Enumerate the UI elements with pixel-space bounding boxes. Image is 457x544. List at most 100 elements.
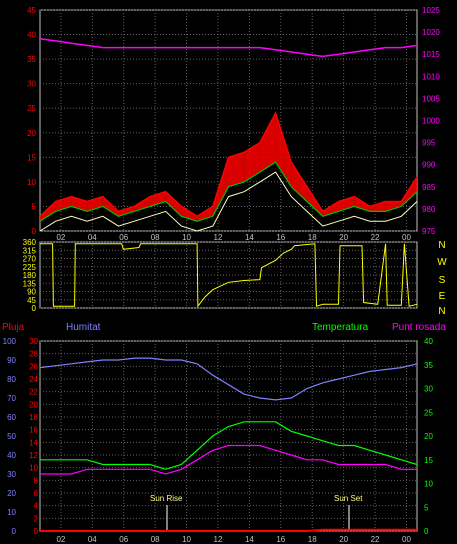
wind-direction-series <box>40 243 418 308</box>
pressure-tick-label: 985 <box>422 183 436 192</box>
rain-tick-label: 6 <box>34 489 39 498</box>
sunrise-label: Sun Rise <box>150 494 183 503</box>
humidity-temperature-series <box>39 357 418 532</box>
rain-tick-label: 12 <box>29 451 38 460</box>
gust-band <box>275 113 292 187</box>
rain-line <box>40 528 417 532</box>
temperature-tick-label: 30 <box>424 385 433 394</box>
rain-tick-label: 2 <box>34 514 39 523</box>
pressure-line <box>39 37 418 58</box>
x-tick-label: 10 <box>182 535 191 544</box>
gust-band <box>102 196 119 217</box>
pressure-tick-label: 995 <box>422 139 436 148</box>
x-tick-label: 04 <box>88 535 97 544</box>
humidity-tick-label: 90 <box>7 356 16 365</box>
gust-band <box>369 201 386 212</box>
pressure-tick-label: 1010 <box>422 72 440 81</box>
wind-direction-line <box>40 243 418 308</box>
direction-tick-label: 0 <box>32 304 37 313</box>
humidity-line <box>39 357 418 401</box>
temperature-tick-label: 35 <box>424 361 433 370</box>
gust-band <box>385 201 402 212</box>
x-tick-label: 04 <box>88 233 97 242</box>
pressure-tick-label: 980 <box>422 205 436 214</box>
gust-band <box>118 206 135 217</box>
x-tick-label: 06 <box>119 535 128 544</box>
x-tick-label: 10 <box>182 233 191 242</box>
x-tick-label: 16 <box>276 535 285 544</box>
direction-tick-label: 45 <box>27 296 36 305</box>
temperature-tick-label: 20 <box>424 432 433 441</box>
temperature-tick-label: 25 <box>424 408 433 417</box>
x-tick-label: 18 <box>308 535 317 544</box>
gust-band <box>212 157 229 217</box>
x-tick-label: 00 <box>402 233 411 242</box>
humidity-tick-label: 20 <box>7 489 16 498</box>
direction-tick-label: 270 <box>23 255 37 264</box>
gust-band <box>244 142 260 182</box>
temperature-tick-label: 5 <box>424 503 429 512</box>
temperature-tick-label: 10 <box>424 480 433 489</box>
x-tick-label: 12 <box>214 535 223 544</box>
compass-label: N <box>438 306 445 317</box>
wind-pressure-series <box>39 37 418 232</box>
rain-tick-label: 14 <box>29 438 38 447</box>
humidity-tick-label: 10 <box>7 508 16 517</box>
wind-direction-grid <box>40 241 417 309</box>
humidity-tick-label: 80 <box>7 375 16 384</box>
rain-tick-label: 28 <box>29 350 38 359</box>
x-tick-label: 02 <box>56 233 65 242</box>
dewpoint-line <box>40 444 417 475</box>
direction-tick-label: 135 <box>23 279 37 288</box>
x-tick-label: 18 <box>308 233 317 242</box>
gust-line <box>39 111 418 218</box>
rain-tick-label: 30 <box>29 337 38 346</box>
sunset-label: Sun Set <box>334 494 363 503</box>
humidity-temperature-ticks: 0246810121416182022242628300102030405060… <box>3 337 434 544</box>
pressure-tick-label: 1020 <box>422 28 440 37</box>
x-tick-label: 22 <box>371 535 380 544</box>
rain-tick-label: 26 <box>29 362 38 371</box>
humidity-tick-label: 100 <box>3 337 17 346</box>
pressure-tick-label: 975 <box>422 227 436 236</box>
x-tick-label: 06 <box>119 233 128 242</box>
compass-label: S <box>439 275 446 286</box>
wind-pressure-frame <box>39 9 418 232</box>
gust-band <box>354 196 370 212</box>
wind-tick-label: 20 <box>27 129 36 138</box>
wind-tick-label: 15 <box>27 153 36 162</box>
rain-tick-label: 4 <box>34 502 39 511</box>
wind-tick-label: 30 <box>27 80 36 89</box>
gust-band <box>40 201 56 222</box>
wind-tick-label: 35 <box>27 55 36 64</box>
wind-axis-title: Velocitat del vent <box>6 2 82 13</box>
humidity-temperature-panel: 0246810121416182022242628300102030405060… <box>3 337 434 544</box>
humidity-axis-title: Humitat <box>66 322 101 333</box>
direction-tick-label: 180 <box>23 271 37 280</box>
humidity-tick-label: 0 <box>12 527 17 536</box>
compass-label: W <box>437 257 447 268</box>
compass-label: E <box>439 291 446 302</box>
x-tick-label: 14 <box>245 233 254 242</box>
x-tick-label: 16 <box>276 233 285 242</box>
wind-direction-frame <box>39 241 418 309</box>
gust-band <box>228 152 245 187</box>
pressure-axis-title: Pressió <box>372 2 406 13</box>
dewpoint-axis-title: Punt rosada <box>392 322 446 333</box>
direction-tick-label: 315 <box>23 246 37 255</box>
pressure-tick-label: 1000 <box>422 117 440 126</box>
rain-tick-label: 0 <box>34 527 39 536</box>
rain-tick-label: 22 <box>29 388 38 397</box>
avg-wind-line <box>39 161 418 222</box>
wind-tick-label: 25 <box>27 104 36 113</box>
temperature-tick-label: 15 <box>424 456 433 465</box>
humidity-tick-label: 60 <box>7 413 16 422</box>
humidity-tick-label: 40 <box>7 451 16 460</box>
compass-label: N <box>438 240 445 251</box>
temperature-axis-title: Temperatura <box>312 322 369 333</box>
direction-tick-label: 90 <box>27 288 36 297</box>
rain-tick-label: 20 <box>29 400 38 409</box>
gust-band <box>134 196 150 212</box>
